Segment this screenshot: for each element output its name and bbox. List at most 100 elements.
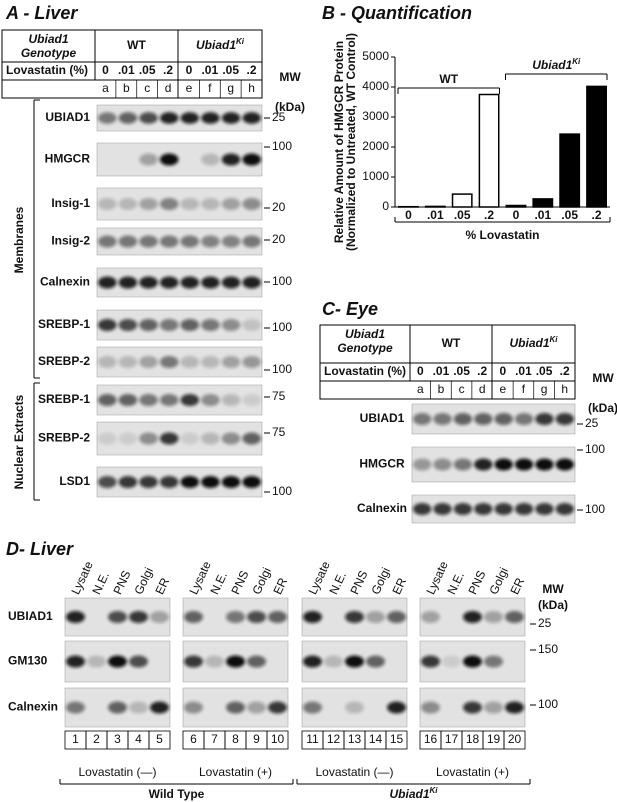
- band: [201, 276, 220, 289]
- band: [98, 432, 117, 445]
- band: [98, 394, 117, 406]
- mw-label: 100: [272, 139, 292, 153]
- band: [108, 611, 127, 623]
- bar: [532, 198, 554, 208]
- band: [242, 319, 261, 331]
- band: [180, 198, 200, 210]
- band: [201, 319, 220, 331]
- band: [453, 503, 473, 515]
- band: [87, 655, 106, 668]
- band: [303, 655, 322, 668]
- mw-title: (kDa): [275, 100, 305, 114]
- band: [505, 701, 524, 714]
- band: [201, 394, 220, 406]
- band: [159, 112, 179, 124]
- lane-label: Golgi: [486, 565, 511, 596]
- dose: .01: [433, 364, 450, 378]
- lane-number: 4: [135, 732, 142, 746]
- band: [118, 432, 138, 445]
- y-tick-label: 4000: [362, 79, 389, 93]
- lane-number: 5: [156, 732, 163, 746]
- legend-name: Ubiad1: [532, 58, 572, 72]
- mw-label: 150: [538, 642, 558, 656]
- lovastatin-label: Lovastatin (%): [6, 63, 88, 77]
- lane-number: 10: [271, 732, 285, 746]
- lane-box: [266, 730, 289, 750]
- band: [221, 432, 241, 445]
- band: [242, 198, 261, 210]
- genotype-base: Ubiad1: [389, 787, 429, 801]
- lane-number: 14: [369, 732, 383, 746]
- legend-label: Ubiad1Ki: [532, 57, 581, 73]
- band: [159, 235, 179, 248]
- lane-letter: a: [417, 382, 424, 396]
- mw-title: (kDa): [538, 598, 568, 612]
- lane-number: 2: [93, 732, 100, 746]
- band: [345, 655, 364, 668]
- lane-box: [503, 730, 526, 750]
- table: [1, 29, 263, 99]
- lane-number: 11: [306, 732, 319, 746]
- band: [221, 235, 241, 248]
- lane-letter: g: [541, 382, 548, 396]
- band: [201, 356, 220, 368]
- band: [387, 701, 406, 714]
- bar: [451, 193, 473, 208]
- dose: 0: [186, 63, 193, 77]
- band: [66, 655, 85, 668]
- lane-letter: b: [123, 81, 130, 95]
- band: [413, 458, 432, 471]
- lane-number: 1: [72, 732, 79, 746]
- dose: .05: [222, 63, 239, 77]
- band: [366, 655, 385, 668]
- dose: .05: [536, 364, 553, 378]
- side-label: Nuclear Extracts: [12, 394, 26, 489]
- band: [159, 432, 179, 445]
- mw-label: 100: [272, 320, 292, 334]
- band: [118, 235, 138, 248]
- lane-label: Golgi: [131, 565, 156, 596]
- band: [139, 432, 158, 445]
- band: [98, 276, 117, 289]
- treatment-label: Lovastatin (—): [78, 765, 156, 779]
- genotype-sup: Ki: [236, 37, 245, 46]
- genotype-base: Wild Type: [149, 787, 205, 801]
- lane-letter: e: [186, 81, 193, 95]
- band: [150, 701, 169, 714]
- band: [98, 356, 117, 368]
- treatment-label: Lovastatin (—): [315, 765, 393, 779]
- legend-sup: Ki: [572, 57, 581, 66]
- band: [205, 655, 224, 668]
- band: [494, 458, 513, 471]
- band: [159, 356, 179, 368]
- band: [387, 611, 406, 623]
- band: [505, 611, 524, 623]
- lane-number: 17: [445, 732, 459, 746]
- band: [345, 701, 364, 714]
- band: [242, 235, 261, 248]
- mw-label: 100: [272, 484, 292, 498]
- lane-label: PNS: [465, 568, 488, 596]
- mw-label: 25: [272, 110, 286, 124]
- band: [242, 153, 261, 166]
- band: [118, 476, 138, 488]
- genotype-title: Ubiad1: [28, 32, 68, 46]
- band: [413, 503, 432, 515]
- band: [201, 476, 220, 488]
- band: [66, 611, 85, 623]
- chart-title: B - Quantification: [322, 3, 472, 23]
- genotype: Ubiad1Ki: [389, 786, 438, 802]
- lane-label: N.E.: [207, 570, 230, 597]
- row-label: SREBP-2: [38, 431, 90, 445]
- genotype-title: Genotype: [21, 46, 77, 60]
- band: [139, 276, 158, 289]
- dose: .05: [453, 364, 470, 378]
- lane-number: 12: [327, 732, 341, 746]
- band: [268, 611, 287, 623]
- band: [201, 112, 220, 124]
- lane-number: 3: [114, 732, 121, 746]
- lane-number: 19: [487, 732, 501, 746]
- lane-number: 6: [190, 732, 197, 746]
- bar: [559, 133, 581, 208]
- band: [514, 458, 534, 471]
